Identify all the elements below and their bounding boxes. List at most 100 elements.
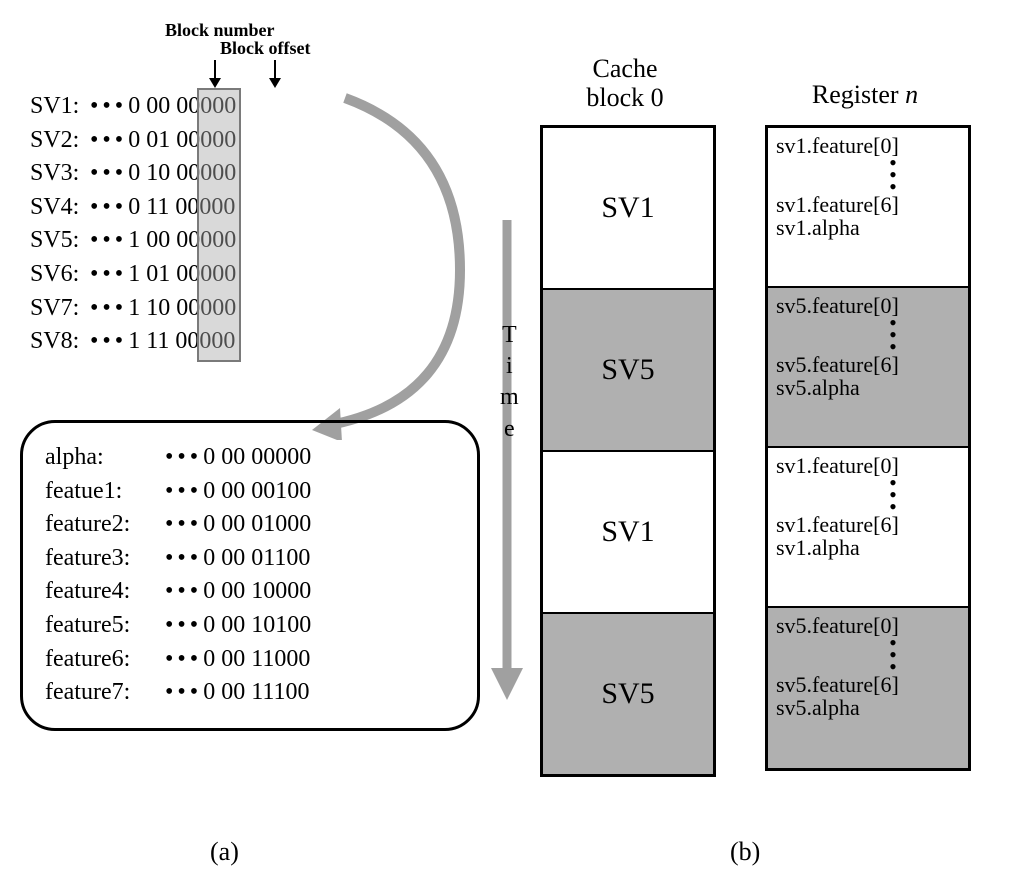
cache-cell: SV1 — [543, 452, 713, 614]
sv-row-label: SV4: — [30, 191, 90, 225]
sv-row-label: SV2: — [30, 124, 90, 158]
cache-column: SV1SV5SV1SV5 — [540, 125, 716, 777]
sv-row-bits: • • • 0 01 00000 — [90, 127, 236, 153]
cache-cell: SV5 — [543, 290, 713, 452]
sv-row: SV4:• • • 0 11 00000 — [30, 191, 236, 225]
register-header: Register n — [765, 80, 965, 110]
sv-row: SV1:• • • 0 00 00000 — [30, 90, 236, 124]
register-dots: • — [776, 649, 960, 661]
time-label-char: i — [500, 351, 519, 382]
detail-row: alpha:• • • 0 00 00000 — [45, 441, 455, 475]
register-cell: sv5.feature[0]•••sv5.feature[6]sv5.alpha — [768, 288, 968, 448]
register-line: sv1.feature[0] — [776, 454, 960, 477]
sv-row: SV7:• • • 1 10 00000 — [30, 292, 236, 326]
cache-cell: SV1 — [543, 128, 713, 290]
curved-arrow-icon — [310, 90, 480, 440]
detail-row-bits: • • • 0 00 01000 — [165, 511, 311, 537]
detail-row-bits: • • • 0 00 01100 — [165, 545, 310, 571]
panel-b: Cache block 0 Register n Time SV1SV5SV1S… — [480, 20, 1004, 872]
sv-row-label: SV8: — [30, 325, 90, 359]
register-line: sv5.alpha — [776, 376, 960, 399]
register-line: sv5.feature[0] — [776, 614, 960, 637]
detail-row-label: feature6: — [45, 643, 165, 677]
time-arrow-icon — [485, 220, 530, 700]
cache-header-line2: block 0 — [540, 84, 710, 113]
sv-row-label: SV3: — [30, 157, 90, 191]
detail-row-bits: • • • 0 00 10100 — [165, 612, 311, 638]
block-number-arrow-icon — [208, 60, 222, 86]
detail-row-bits: • • • 0 00 00100 — [165, 478, 311, 504]
sv-row-bits: • • • 0 11 00000 — [90, 194, 235, 220]
sv-row: SV8:• • • 1 11 00000 — [30, 325, 236, 359]
register-line: sv1.feature[0] — [776, 134, 960, 157]
sv-row-label: SV1: — [30, 90, 90, 124]
detail-row: feature6:• • • 0 00 11000 — [45, 643, 455, 677]
detail-row: feature3:• • • 0 00 01100 — [45, 542, 455, 576]
register-dots: • — [776, 489, 960, 501]
sv-row: SV2:• • • 0 01 00000 — [30, 124, 236, 158]
register-line: sv1.feature[6] — [776, 513, 960, 536]
detail-row-bits: • • • 0 00 10000 — [165, 578, 311, 604]
panel-b-label: (b) — [730, 837, 760, 867]
cache-header-line1: Cache — [540, 55, 710, 84]
cache-cell: SV5 — [543, 614, 713, 774]
register-line: sv5.feature[6] — [776, 353, 960, 376]
block-offset-label: Block offset — [220, 38, 310, 59]
register-dots: • — [776, 637, 960, 649]
sv-row-bits: • • • 0 10 00000 — [90, 160, 236, 186]
register-dots: • — [776, 329, 960, 341]
sv-row-label: SV7: — [30, 292, 90, 326]
register-line: sv5.feature[0] — [776, 294, 960, 317]
sv-row: SV3:• • • 0 10 00000 — [30, 157, 236, 191]
detail-row-label: feature5: — [45, 609, 165, 643]
sv-row-bits: • • • 1 11 00000 — [90, 328, 235, 354]
detail-row-label: alpha: — [45, 441, 165, 475]
panel-a-label: (a) — [210, 837, 239, 867]
register-dots: • — [776, 317, 960, 329]
detail-row-label: feature7: — [45, 676, 165, 710]
sv-row-bits: • • • 1 01 00000 — [90, 261, 236, 287]
register-header-text: Register — [812, 80, 905, 109]
register-line: sv1.feature[6] — [776, 193, 960, 216]
sv-row-bits: • • • 0 00 00000 — [90, 93, 236, 119]
register-line: sv5.alpha — [776, 696, 960, 719]
register-line: sv1.alpha — [776, 216, 960, 239]
detail-row: feature7:• • • 0 00 11100 — [45, 676, 455, 710]
sv-row-label: SV5: — [30, 224, 90, 258]
detail-row-bits: • • • 0 00 00000 — [165, 444, 311, 470]
detail-row: feature4:• • • 0 00 10000 — [45, 575, 455, 609]
sv-list: SV1:• • • 0 00 00000SV2:• • • 0 01 00000… — [30, 90, 236, 359]
detail-row-label: feature3: — [45, 542, 165, 576]
register-header-n: n — [905, 80, 918, 109]
detail-row-label: feature4: — [45, 575, 165, 609]
sv-row-bits: • • • 1 00 00000 — [90, 227, 236, 253]
block-offset-arrow-icon — [268, 60, 282, 86]
detail-row-label: feature2: — [45, 508, 165, 542]
detail-row: featue1:• • • 0 00 00100 — [45, 475, 455, 509]
register-dots: • — [776, 157, 960, 169]
time-label-char: m — [500, 382, 519, 413]
detail-row: feature2:• • • 0 00 01000 — [45, 508, 455, 542]
detail-row-bits: • • • 0 00 11000 — [165, 646, 310, 672]
register-dots: • — [776, 477, 960, 489]
register-cell: sv1.feature[0]•••sv1.feature[6]sv1.alpha — [768, 128, 968, 288]
sv-row: SV5:• • • 1 00 00000 — [30, 224, 236, 258]
sv-row-bits: • • • 1 10 00000 — [90, 295, 236, 321]
detail-row-label: featue1: — [45, 475, 165, 509]
time-label: Time — [500, 320, 519, 445]
register-column: sv1.feature[0]•••sv1.feature[6]sv1.alpha… — [765, 125, 971, 771]
detail-row-bits: • • • 0 00 11100 — [165, 679, 309, 705]
detail-row: feature5:• • • 0 00 10100 — [45, 609, 455, 643]
time-label-char: T — [500, 320, 519, 351]
register-line: sv5.feature[6] — [776, 673, 960, 696]
panel-a: Block number Block offset SV1:• • • 0 00… — [20, 20, 450, 872]
detail-box: alpha:• • • 0 00 00000featue1:• • • 0 00… — [20, 420, 480, 731]
sv-row: SV6:• • • 1 01 00000 — [30, 258, 236, 292]
register-line: sv1.alpha — [776, 536, 960, 559]
cache-header: Cache block 0 — [540, 55, 710, 112]
register-cell: sv1.feature[0]•••sv1.feature[6]sv1.alpha — [768, 448, 968, 608]
register-cell: sv5.feature[0]•••sv5.feature[6]sv5.alpha — [768, 608, 968, 768]
register-dots: • — [776, 169, 960, 181]
time-label-char: e — [500, 414, 519, 445]
sv-row-label: SV6: — [30, 258, 90, 292]
